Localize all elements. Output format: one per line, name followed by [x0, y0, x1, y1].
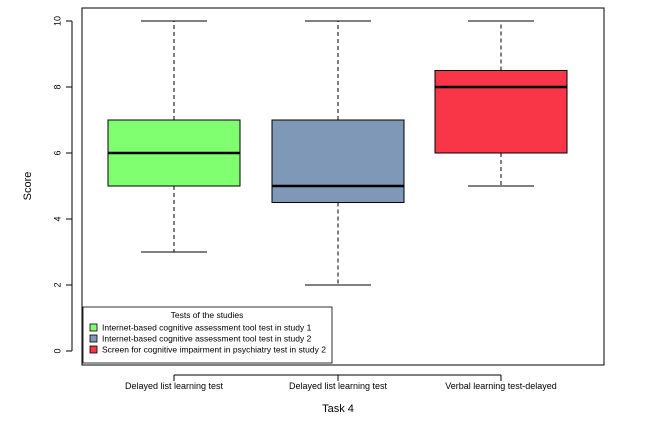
x-tick-label: Delayed list learning test	[125, 381, 224, 391]
legend-swatch	[89, 345, 98, 354]
y-axis: 0 2 4 6 8 10	[52, 16, 73, 354]
y-tick-label: 8	[52, 84, 62, 89]
legend-label: Internet-based cognitive assessment tool…	[102, 323, 312, 333]
legend-label: Internet-based cognitive assessment tool…	[102, 334, 312, 344]
y-axis-title: Score	[22, 172, 34, 201]
legend-title: Tests of the studies	[171, 310, 244, 320]
boxes	[107, 20, 568, 286]
x-axis: Delayed list learning test Delayed list l…	[125, 374, 557, 391]
box-group	[107, 20, 241, 253]
legend-label: Screen for cognitive impairment in psych…	[102, 345, 326, 355]
box-group	[271, 20, 405, 286]
x-axis-title: Task 4	[322, 403, 354, 415]
box	[434, 70, 568, 154]
y-tick-label: 0	[52, 348, 62, 353]
y-tick-label: 10	[52, 16, 62, 26]
plot-frame	[81, 7, 605, 366]
legend-entry: Internet-based cognitive assessment tool…	[89, 323, 312, 333]
legend-entry: Screen for cognitive impairment in psych…	[89, 345, 326, 355]
legend-swatch	[89, 323, 98, 332]
legend-frame	[82, 306, 333, 364]
y-tick-label: 4	[52, 216, 62, 221]
legend: Tests of the studies Internet-based cogn…	[82, 306, 333, 364]
legend-entry: Internet-based cognitive assessment tool…	[89, 334, 312, 344]
x-tick-label: Delayed list learning test	[289, 381, 388, 391]
x-tick-label: Verbal learning test-delayed	[445, 381, 557, 391]
y-tick-label: 2	[52, 282, 62, 287]
legend-swatch	[89, 334, 98, 343]
box-group	[434, 20, 568, 187]
box	[271, 119, 405, 203]
y-tick-label: 6	[52, 150, 62, 155]
legend-entries: Internet-based cognitive assessment tool…	[89, 323, 326, 355]
